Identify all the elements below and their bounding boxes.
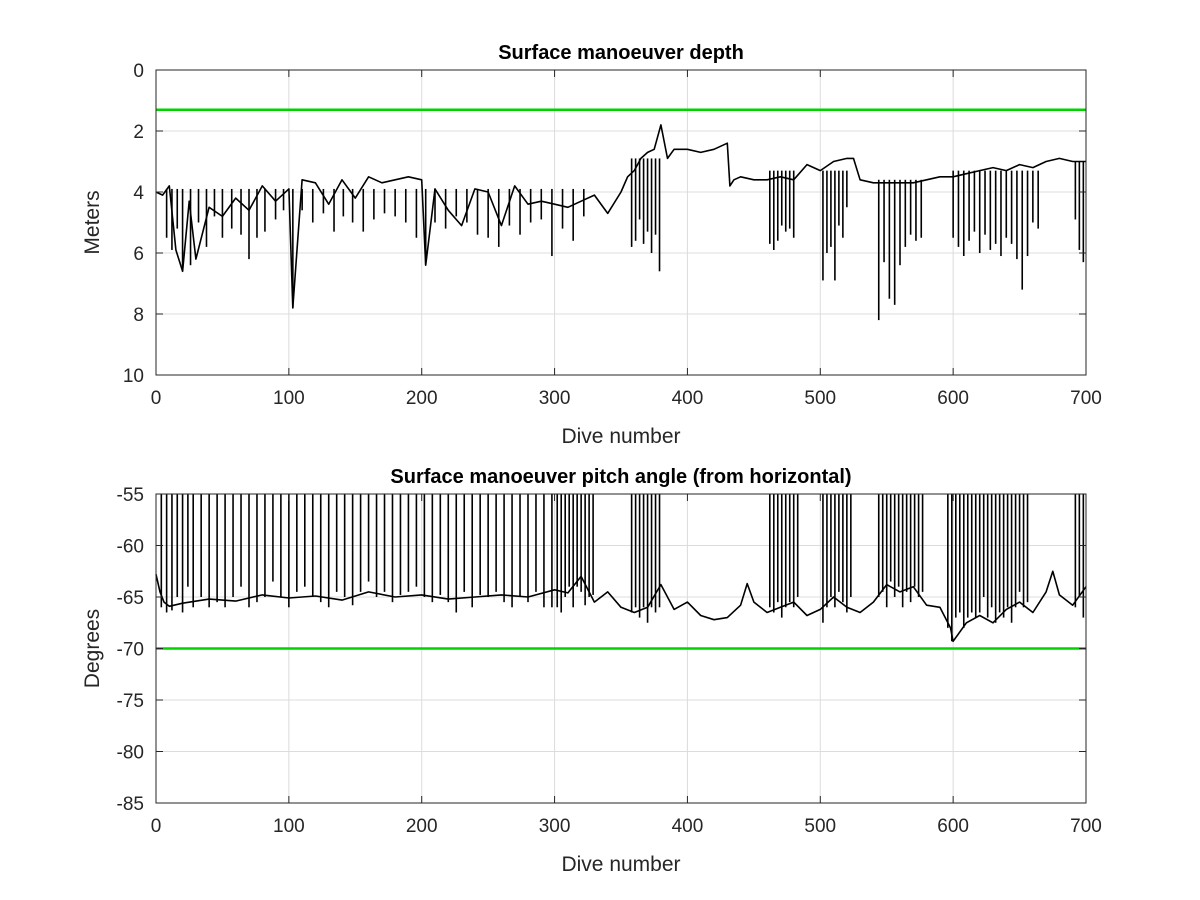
depth-chart: 0 100 200 300 400 500 600 700 0 2 4 6 8 10 Surface ma…: [81, 42, 1102, 448]
depth-x-tick-label: 700: [1070, 388, 1102, 409]
pitch-x-tick-label: 500: [804, 816, 836, 837]
pitch-x-axis-label: Dive number: [561, 853, 680, 876]
pitch-y-tick-label: -65: [117, 588, 144, 609]
pitch-x-tick-label: 600: [937, 816, 969, 837]
depth-x-tick-label: 0: [151, 388, 162, 409]
pitch-chart-title: Surface manoeuver pitch angle (from hori…: [390, 466, 851, 488]
pitch-y-tick-label: -70: [117, 640, 144, 661]
pitch-y-tick-label: -80: [117, 743, 144, 764]
depth-y-tick-label: 4: [133, 183, 144, 204]
pitch-x-tick-label: 0: [151, 816, 162, 837]
pitch-y-tick-label: -85: [117, 794, 144, 815]
pitch-y-tick-label: -75: [117, 691, 144, 712]
depth-y-tick-label: 0: [133, 61, 144, 82]
depth-chart-title: Surface manoeuver depth: [498, 42, 744, 64]
depth-y-tick-label: 6: [133, 244, 144, 265]
depth-y-tick-label: 2: [133, 122, 144, 143]
depth-plot-frame: [155, 69, 1087, 376]
depth-x-tick-label: 500: [804, 388, 836, 409]
pitch-x-tick-label: 300: [539, 816, 571, 837]
depth-y-tick-label: 8: [133, 305, 144, 326]
depth-x-tick-label: 600: [937, 388, 969, 409]
pitch-x-tick-label: 200: [406, 816, 438, 837]
depth-x-axis-label: Dive number: [561, 425, 680, 448]
depth-series-0-line: [155, 124, 1086, 309]
pitch-y-tick-label: -55: [117, 485, 144, 506]
depth-x-tick-label: 400: [672, 388, 704, 409]
pitch-y-tick-label: -60: [117, 537, 144, 558]
depth-x-tick-label: 100: [273, 388, 305, 409]
pitch-series: [155, 494, 1087, 650]
pitch-x-tick-label: 400: [672, 816, 704, 837]
depth-x-tick-label: 200: [406, 388, 438, 409]
pitch-x-tick-label: 100: [273, 816, 305, 837]
depth-ticks: 0 100 200 300 400 500 600 700 0 2 4 6 8 10: [123, 61, 1102, 409]
pitch-ticks: 0 100 200 300 400 500 600 700 -55 -60 -65 -70 -75 -80…: [117, 485, 1102, 837]
pitch-x-tick-label: 700: [1070, 816, 1102, 837]
depth-y-axis-label: Meters: [81, 190, 104, 254]
depth-y-tick-label: 10: [123, 366, 144, 387]
depth-x-tick-label: 300: [539, 388, 571, 409]
depth-series: [155, 108, 1086, 321]
pitch-chart: 0 100 200 300 400 500 600 700 -55 -60 -65 -70 -75 -80…: [81, 466, 1102, 876]
pitch-y-axis-label: Degrees: [81, 609, 104, 688]
